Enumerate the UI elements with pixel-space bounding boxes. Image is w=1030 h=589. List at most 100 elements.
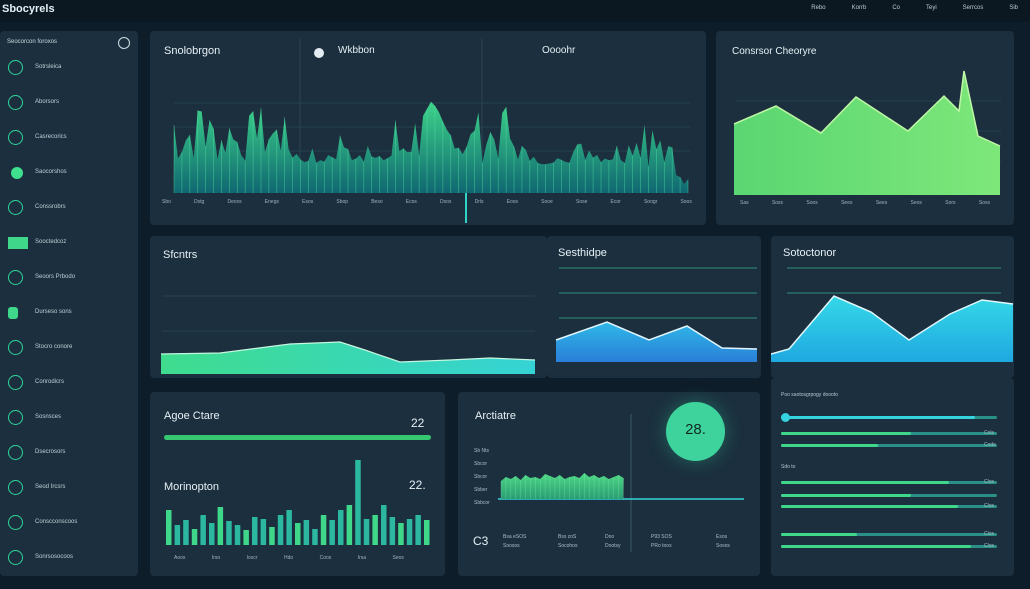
- status-panel: Sfcntrs: [150, 236, 547, 378]
- axis-tick-label: Deces: [227, 199, 242, 205]
- activity-panel: Arctiatre Sb Nts Sbcor Sbcor Sbber Sbbcor C3…: [458, 392, 760, 576]
- stat-value-1: 22: [411, 416, 425, 430]
- axis-tick-label: Sees: [841, 200, 853, 206]
- sidebar-item-label: Sosnsces: [35, 414, 62, 420]
- sidebar-item-13[interactable]: Seod Ircsrs: [0, 474, 138, 502]
- chart-icon: [8, 270, 23, 285]
- comparison-area-chart: [733, 70, 1001, 195]
- stat-bar: [320, 515, 327, 545]
- stats-panel: Agoe Ctare 22 Morinopton 22. Aoos Irso Ios…: [150, 392, 445, 576]
- stat-bar: [406, 519, 413, 545]
- gear-icon[interactable]: [118, 37, 130, 49]
- sidebar-item-9[interactable]: Stocro conore: [0, 334, 138, 362]
- sidebar-item-7[interactable]: Seoors Prbodo: [0, 264, 138, 292]
- stat-bar: [381, 505, 387, 545]
- trend-area-chart: [555, 267, 758, 362]
- slider-fill: [781, 545, 972, 548]
- stat-value-2: 22.: [409, 478, 426, 492]
- activity-bottom-prefix: C3: [473, 534, 489, 548]
- axis-tick-label: Enegs: [264, 199, 279, 205]
- slider-track[interactable]: [781, 545, 997, 548]
- slider-knob[interactable]: [781, 413, 790, 422]
- axis-tick-label: Sbo: [162, 199, 171, 205]
- axis-tick-label: Sors: [945, 200, 956, 206]
- nav-item-3[interactable]: Co: [892, 5, 900, 11]
- sidebar-item-15[interactable]: Sonrsosocoos: [0, 544, 138, 572]
- axis-tick-label: Sose: [575, 199, 588, 205]
- axis-tick-label: Ecos: [405, 199, 417, 205]
- activity-axis-label: Sbcor: [474, 474, 488, 480]
- nav-item-4[interactable]: Teyi: [925, 5, 937, 11]
- slider-tail-label: Clos: [984, 543, 995, 549]
- status-title: Sfcntrs: [163, 249, 198, 261]
- sidebar-item-6[interactable]: Sooctedcoz: [0, 229, 138, 257]
- stat-bar: [303, 520, 310, 545]
- axis-tick-label: Dstg: [194, 199, 205, 205]
- ring-icon: [8, 375, 23, 390]
- slider-track[interactable]: [781, 416, 997, 419]
- sidebar-item-2[interactable]: Aborsors: [0, 89, 138, 117]
- sidebar-item-8[interactable]: Durseso sons: [0, 299, 138, 327]
- nav-item-5[interactable]: Serrcos: [962, 5, 984, 11]
- sidebar-item-label: Seod Ircsrs: [35, 484, 66, 490]
- axis-tick-label: Soos: [806, 200, 818, 206]
- sidebar-item-label: Sotrsleica: [35, 64, 62, 70]
- selector-title: Sotoctonor: [783, 247, 837, 259]
- nav-item-2[interactable]: Korrb: [851, 5, 867, 11]
- stat-bar: [217, 507, 224, 545]
- sidebar-item-4[interactable]: Saocorshos: [0, 159, 138, 187]
- stat-bar: [183, 520, 189, 545]
- activity-stat-top: Bss zoS: [558, 534, 577, 540]
- stat-bar: [312, 529, 318, 545]
- sidebar-item-3[interactable]: Casrecorics: [0, 124, 138, 152]
- slider-track[interactable]: [781, 481, 997, 484]
- axis-tick-label: Seos: [910, 200, 922, 206]
- main-chart-sub2: Oooohr: [542, 45, 576, 56]
- box-icon: [8, 480, 23, 495]
- main-chart-panel: Snolobrgon Wkbbon Oooohr Sbo Dstg Deces Ene…: [150, 31, 706, 225]
- slider-tail-label: Clos: [984, 531, 995, 537]
- slider-track[interactable]: [781, 505, 997, 508]
- axis-tick-label: Coos: [319, 555, 332, 561]
- comparison-title: Consrsor Cheoryre: [732, 46, 817, 57]
- selector-panel: Sotoctonor: [771, 236, 1014, 378]
- slider-track[interactable]: [781, 533, 997, 536]
- gauge-value: 28.: [685, 421, 706, 438]
- stat-bar: [329, 520, 335, 545]
- sidebar-item-14[interactable]: Conscconscoos: [0, 509, 138, 537]
- stat-bar: [200, 515, 206, 545]
- sidebar-item-10[interactable]: Conrodicrs: [0, 369, 138, 397]
- axis-tick-label: Irsa: [357, 555, 367, 561]
- axis-tick-label: Beso: [371, 199, 383, 205]
- stat-bar: [234, 525, 241, 545]
- main-chart-sub1: Wkbbon: [338, 45, 375, 56]
- slider-track[interactable]: [781, 444, 997, 447]
- sidebar-item-label: Stocro conore: [35, 344, 73, 350]
- stat-bar: [174, 525, 181, 545]
- activity-stat-bottom: Soosos: [503, 543, 520, 549]
- sidebar-item-12[interactable]: Dsecrosors: [0, 439, 138, 467]
- stat-bar: [191, 529, 198, 545]
- nav-item-6[interactable]: Sib: [1009, 5, 1018, 11]
- slider-track[interactable]: [781, 494, 997, 497]
- stat-bar: [252, 517, 258, 545]
- sidebar-item-label: Durseso sons: [35, 309, 72, 315]
- sidebar-item-5[interactable]: Conssrobrs: [0, 194, 138, 222]
- stat-bar: [424, 520, 430, 545]
- sidebar-title: Seocorcon foroxos: [7, 39, 58, 45]
- sidebar: Seocorcon foroxos Sotrsleica Aborsors Casr…: [0, 31, 138, 576]
- sidebar-item-11[interactable]: Sosnsces: [0, 404, 138, 432]
- sidebar-item-label: Saocorshos: [35, 169, 67, 175]
- slider-track[interactable]: [781, 432, 997, 435]
- axis-tick-label: Ioscr: [246, 555, 258, 561]
- slider-fill: [781, 444, 879, 447]
- slider-fill: [781, 505, 959, 508]
- axis-tick-label: Sbop: [336, 199, 349, 205]
- stat-bar: [277, 515, 284, 545]
- check-icon: [8, 130, 23, 145]
- toggle-icon: [8, 307, 18, 319]
- activity-stat-bottom: Socohos: [558, 543, 578, 549]
- sidebar-item-1[interactable]: Sotrsleica: [0, 54, 138, 82]
- nav-item-1[interactable]: Rebo: [811, 5, 826, 11]
- stat-bar: [415, 515, 421, 545]
